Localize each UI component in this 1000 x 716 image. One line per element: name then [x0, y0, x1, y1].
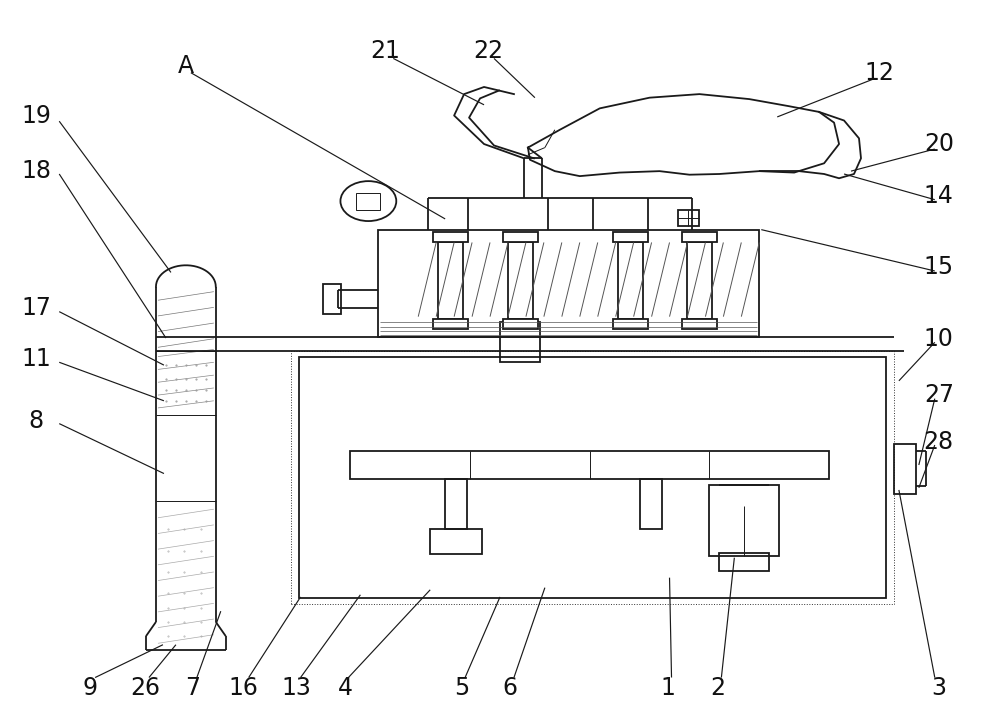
Bar: [894, 444, 916, 493]
Text: 12: 12: [864, 61, 894, 84]
Text: 21: 21: [370, 39, 400, 63]
Text: 10: 10: [924, 327, 954, 352]
Bar: [323, 284, 341, 314]
Text: 5: 5: [454, 675, 470, 700]
Text: 9: 9: [83, 675, 98, 700]
Bar: [433, 319, 468, 329]
Bar: [508, 243, 533, 319]
Bar: [618, 243, 643, 319]
Bar: [500, 322, 540, 362]
Text: 1: 1: [660, 675, 675, 700]
Bar: [613, 232, 648, 243]
Text: 26: 26: [130, 675, 160, 700]
Bar: [682, 232, 717, 243]
Bar: [503, 319, 538, 329]
Text: 3: 3: [931, 675, 946, 700]
Bar: [430, 529, 482, 554]
Bar: [503, 232, 538, 243]
Text: 6: 6: [502, 675, 517, 700]
Text: 17: 17: [21, 296, 51, 320]
Text: 2: 2: [710, 675, 725, 700]
Bar: [687, 243, 712, 319]
Bar: [291, 351, 894, 604]
Bar: [299, 357, 886, 599]
Text: 20: 20: [924, 132, 954, 156]
Text: 28: 28: [924, 430, 954, 454]
Text: 13: 13: [282, 675, 312, 700]
Text: 18: 18: [21, 159, 51, 183]
Text: A: A: [178, 54, 194, 77]
Bar: [640, 479, 662, 529]
Bar: [356, 193, 380, 210]
Text: 22: 22: [473, 39, 503, 63]
Text: 7: 7: [185, 675, 200, 700]
Text: 15: 15: [924, 255, 954, 279]
Text: 8: 8: [29, 409, 44, 432]
Bar: [709, 485, 779, 556]
Bar: [378, 230, 759, 337]
Text: 19: 19: [21, 104, 51, 127]
Bar: [445, 479, 467, 529]
Text: 14: 14: [924, 184, 954, 208]
Text: 27: 27: [924, 383, 954, 407]
Text: 11: 11: [21, 347, 51, 372]
Text: 4: 4: [338, 675, 353, 700]
Bar: [678, 211, 699, 226]
Bar: [719, 553, 769, 571]
Bar: [613, 319, 648, 329]
Text: 16: 16: [229, 675, 259, 700]
Bar: [433, 232, 468, 243]
Bar: [438, 243, 463, 319]
Bar: [350, 450, 829, 479]
Bar: [682, 319, 717, 329]
